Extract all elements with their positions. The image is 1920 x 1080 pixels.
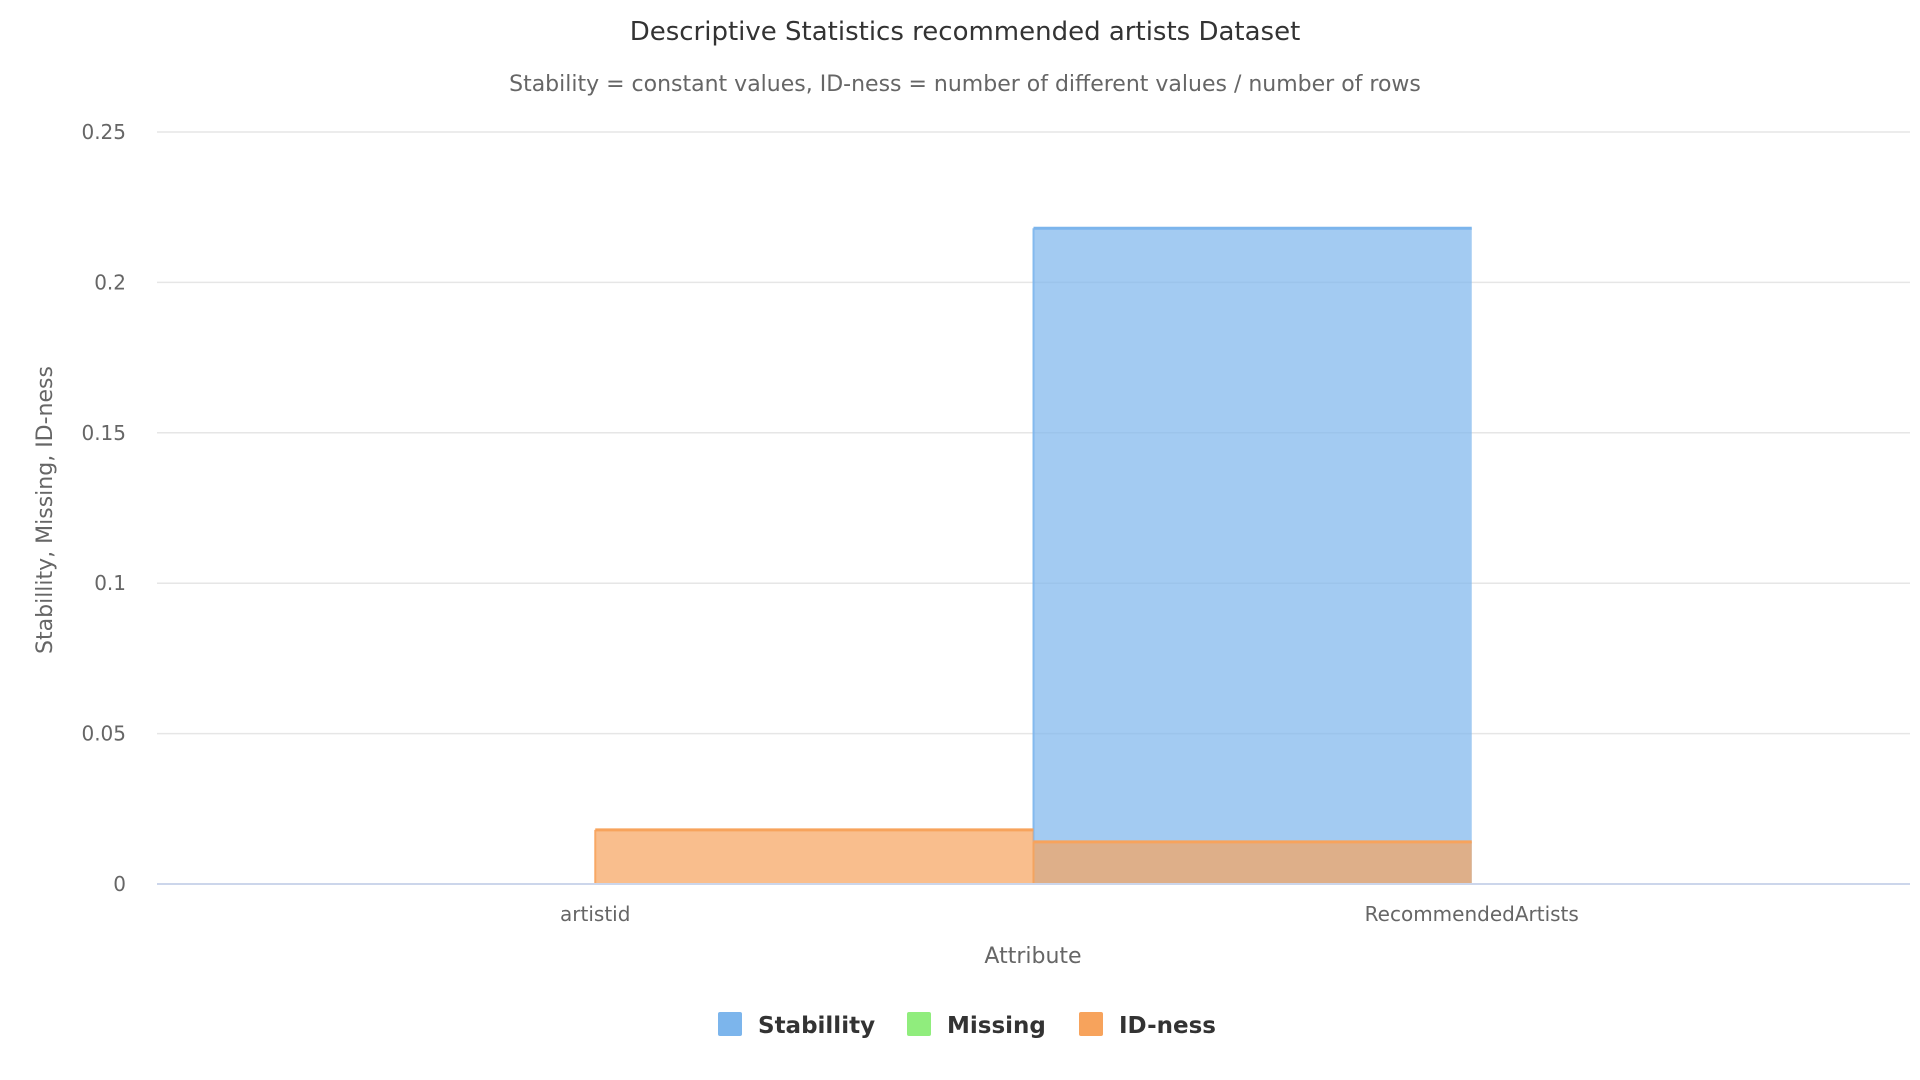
x-tick-label: RecommendedArtists xyxy=(1365,902,1579,926)
series-id-ness xyxy=(594,828,1472,884)
legend-swatch xyxy=(718,1012,742,1036)
y-tick-label: 0.15 xyxy=(81,421,126,445)
y-tick-label: 0.25 xyxy=(81,120,126,144)
y-tick-label: 0.05 xyxy=(81,722,126,746)
legend: Stabillity Missing ID-ness xyxy=(718,1012,1216,1039)
y-tick-label: 0.2 xyxy=(94,270,126,294)
chart-subtitle: Stability = constant values, ID-ness = n… xyxy=(509,72,1421,97)
area-segment xyxy=(1033,228,1472,885)
legend-item-id-ness[interactable]: ID-ness xyxy=(1079,1012,1216,1039)
legend-swatch xyxy=(1079,1012,1103,1036)
area-segment xyxy=(595,829,1034,884)
legend-item-missing[interactable]: Missing xyxy=(907,1012,1046,1039)
series-areas xyxy=(594,226,1472,885)
legend-label: ID-ness xyxy=(1119,1013,1216,1039)
legend-label: Missing xyxy=(947,1013,1046,1039)
legend-swatch xyxy=(907,1012,931,1036)
chart-title: Descriptive Statistics recommended artis… xyxy=(630,17,1301,47)
y-axis-title: Stabillity, Missing, ID-ness xyxy=(33,366,58,654)
y-tick-label: 0 xyxy=(113,872,126,896)
x-axis-title: Attribute xyxy=(984,944,1081,969)
x-axis-ticks: artistid RecommendedArtists xyxy=(560,902,1579,926)
y-axis-ticks: 0 0.05 0.1 0.15 0.2 0.25 xyxy=(81,120,126,896)
legend-item-stabillity[interactable]: Stabillity xyxy=(718,1012,875,1039)
series-stabillity xyxy=(1032,226,1472,885)
area-segment xyxy=(1033,841,1472,884)
legend-label: Stabillity xyxy=(758,1013,875,1039)
y-tick-label: 0.1 xyxy=(94,571,126,595)
x-tick-label: artistid xyxy=(560,902,630,926)
